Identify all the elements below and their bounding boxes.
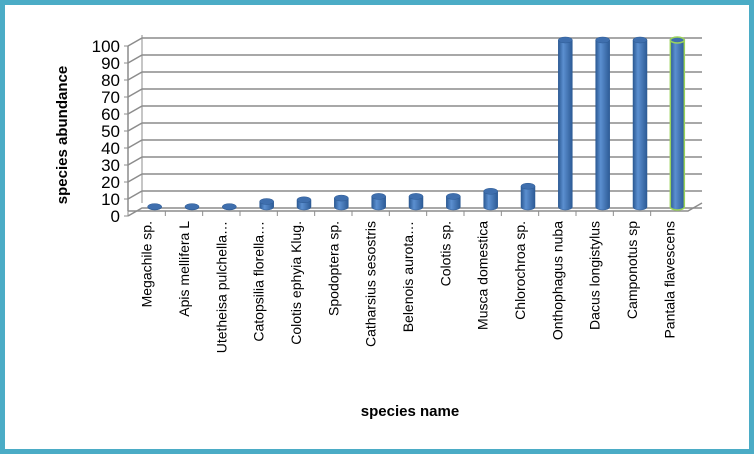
bar [408,193,424,211]
gridline [127,139,702,149]
bar-body [669,39,686,211]
gridline [127,156,702,166]
bar [446,193,461,211]
bar-body [558,39,573,211]
bar-body [632,39,648,211]
y-tick-label: 10 [101,190,120,209]
x-tick-label: Catopsilia florella… [251,221,267,342]
gridline [127,207,702,217]
x-tick-label: Apis mellifera L [176,221,192,317]
bar-top [595,36,610,44]
gridline [127,122,702,132]
bar-top [296,196,312,204]
x-tick-label: Megachile sp. [139,221,155,307]
y-tick-label: 20 [101,173,120,192]
bar [520,182,536,211]
bar [147,203,162,211]
gridline [127,88,702,98]
gridline [127,105,702,115]
x-tick-label: Dacus longistylus [587,221,603,330]
x-tick-label: Pantala flavescens [661,221,677,339]
y-tick-label: 80 [101,71,120,90]
x-tick-label: Catharsius sesostris [363,221,379,347]
bar [334,194,349,211]
bar-body [371,196,386,211]
y-tick-label: 100 [92,37,120,56]
bar [222,203,237,211]
x-tick-label: Utetheisa pulchella… [213,221,229,353]
bar-body [483,191,498,211]
bar-top [408,193,424,200]
x-tick-label: Onthophagus nuba [549,221,565,340]
bar [259,198,274,211]
bar-body [595,39,610,211]
x-axis-label: species name [361,403,459,420]
bar [632,36,648,211]
x-tick-label: Belenois aurota… [400,221,416,332]
gridline [127,71,702,81]
bar [669,36,686,211]
bar-body [520,185,536,211]
bar-top [334,194,349,202]
bar-top [669,36,686,44]
bar-top [520,182,536,190]
bar [595,36,610,211]
y-tick-label: 90 [101,54,120,73]
gridline [127,173,702,183]
x-tick-label: Camponotus sp [624,221,640,319]
y-tick-label: 70 [101,88,120,107]
bar-top [147,203,162,210]
x-tick-label: Colotis ephyia Klug. [288,221,304,345]
gridline [127,37,702,47]
y-tick-label: 60 [101,105,120,124]
y-axis-label: species abundance [54,66,71,204]
bar-top [371,193,386,200]
x-tick-label: Musca domestica [475,221,491,330]
bar-body [408,196,424,211]
bar [371,193,386,211]
bar-top [222,203,237,210]
bar-top [259,198,274,205]
bar-top [632,36,648,44]
bar [483,188,498,211]
bar-top [184,203,200,210]
y-tick-label: 30 [101,156,120,175]
bar-top [446,193,461,200]
bar-top [483,188,498,195]
x-tick-label: Colotis sp. [437,221,453,286]
bar-body [446,196,461,211]
gridline [127,190,702,200]
y-tick-label: 40 [101,139,120,158]
y-tick-label: 50 [101,122,120,141]
y-tick-label: 0 [111,207,120,226]
gridline [127,54,702,64]
bar [558,36,573,211]
bar [184,203,200,211]
bar [296,196,312,211]
bar-top [558,36,573,44]
x-tick-label: Spodoptera sp. [325,221,341,316]
x-tick-label: Chlorochroa sp. [512,221,528,320]
